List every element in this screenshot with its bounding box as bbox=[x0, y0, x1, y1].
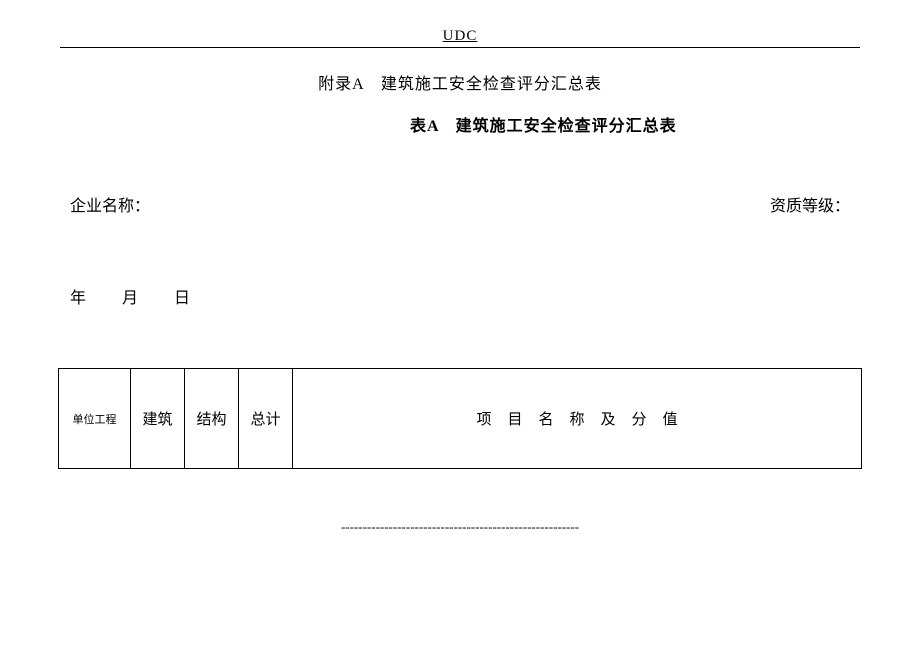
summary-table-wrap: 单位工程 建筑 结构 总计 项目名称及分值 bbox=[58, 368, 862, 469]
col-structure: 结构 bbox=[185, 369, 239, 469]
col-project-name-value: 项目名称及分值 bbox=[293, 369, 862, 469]
col-unit-project: 单位工程 bbox=[59, 369, 131, 469]
info-row: 企业名称： 资质等级： bbox=[70, 192, 850, 216]
footer-dashes: ----------------------------------------… bbox=[0, 519, 920, 535]
table-header-row: 单位工程 建筑 结构 总计 项目名称及分值 bbox=[59, 369, 862, 469]
date-row: 年 月 日 bbox=[70, 284, 920, 308]
date-year: 年 bbox=[70, 290, 88, 307]
company-name-label: 企业名称： bbox=[70, 192, 150, 216]
header-rule bbox=[60, 47, 860, 48]
header-udc: UDC bbox=[0, 0, 920, 45]
summary-table: 单位工程 建筑 结构 总计 项目名称及分值 bbox=[58, 368, 862, 469]
qualification-grade-label: 资质等级： bbox=[770, 192, 850, 216]
appendix-title: 附录A 建筑施工安全检查评分汇总表 bbox=[0, 70, 920, 94]
col-total: 总计 bbox=[239, 369, 293, 469]
date-day: 日 bbox=[174, 290, 192, 307]
table-title: 表A 建筑施工安全检查评分汇总表 bbox=[410, 112, 920, 136]
col-building: 建筑 bbox=[131, 369, 185, 469]
date-month: 月 bbox=[122, 290, 140, 307]
